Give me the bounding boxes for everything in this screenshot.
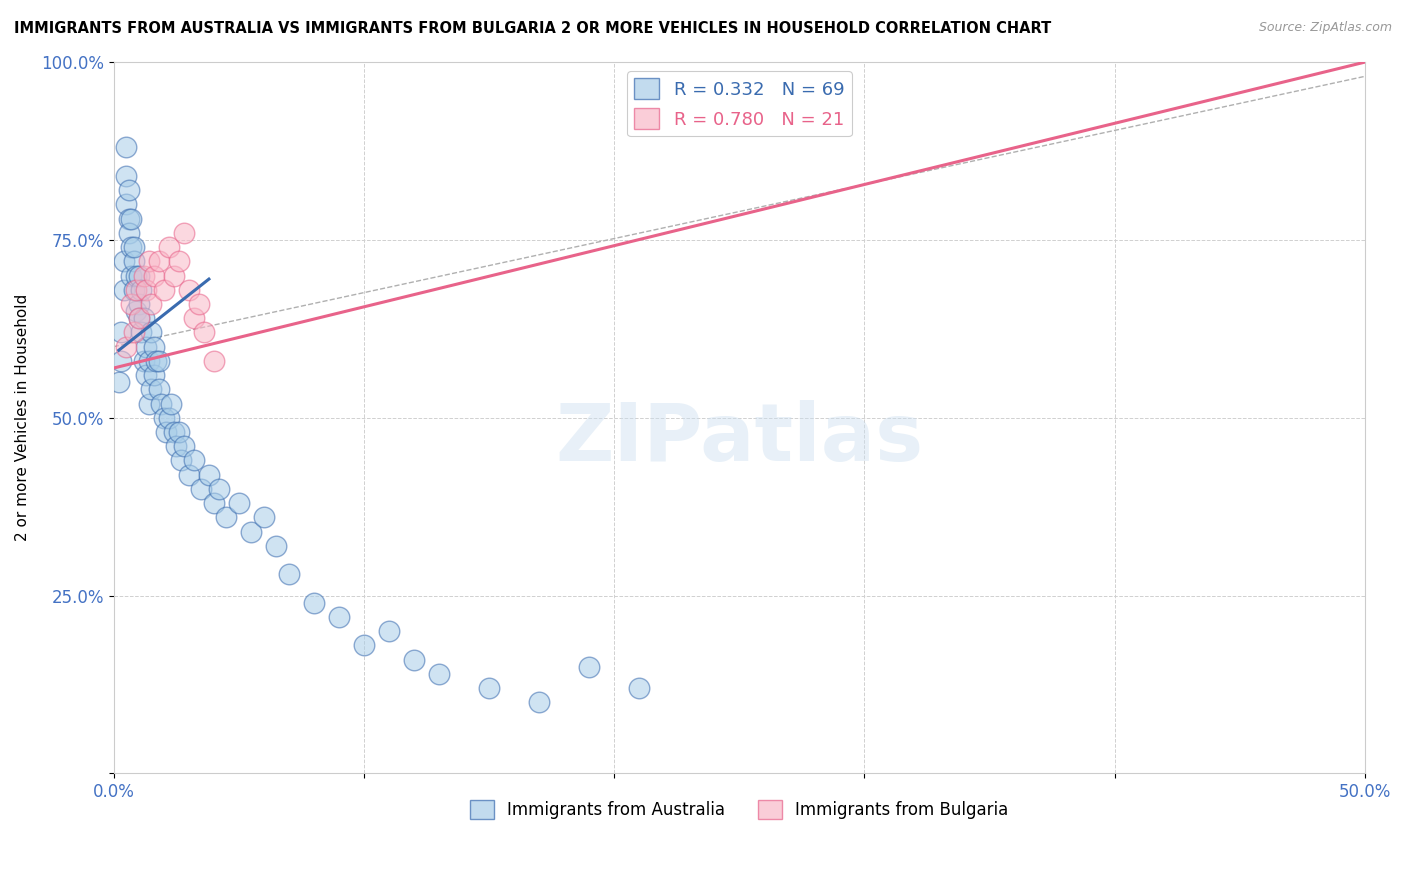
Point	[160, 396, 183, 410]
Point	[208, 482, 231, 496]
Point	[122, 283, 145, 297]
Point	[115, 169, 138, 183]
Point	[122, 240, 145, 254]
Point	[163, 425, 186, 439]
Point	[353, 639, 375, 653]
Point	[142, 340, 165, 354]
Point	[302, 596, 325, 610]
Point	[157, 410, 180, 425]
Point	[183, 453, 205, 467]
Point	[404, 652, 426, 666]
Point	[278, 567, 301, 582]
Point	[115, 140, 138, 154]
Point	[183, 311, 205, 326]
Point	[138, 354, 160, 368]
Point	[132, 268, 155, 283]
Point	[163, 268, 186, 283]
Point	[141, 326, 163, 340]
Point	[202, 496, 225, 510]
Point	[125, 268, 148, 283]
Point	[135, 283, 157, 297]
Point	[120, 211, 142, 226]
Point	[193, 326, 215, 340]
Point	[131, 283, 153, 297]
Point	[153, 410, 176, 425]
Point	[110, 326, 132, 340]
Point	[125, 283, 148, 297]
Point	[148, 354, 170, 368]
Point	[112, 254, 135, 268]
Point	[132, 311, 155, 326]
Point	[128, 311, 150, 326]
Point	[120, 297, 142, 311]
Point	[122, 326, 145, 340]
Point	[328, 610, 350, 624]
Point	[173, 439, 195, 453]
Point	[228, 496, 250, 510]
Point	[187, 297, 209, 311]
Point	[118, 183, 141, 197]
Point	[112, 283, 135, 297]
Point	[141, 382, 163, 396]
Point	[135, 340, 157, 354]
Point	[110, 354, 132, 368]
Point	[153, 283, 176, 297]
Point	[148, 382, 170, 396]
Point	[128, 268, 150, 283]
Point	[578, 659, 600, 673]
Point	[170, 453, 193, 467]
Point	[155, 425, 177, 439]
Text: IMMIGRANTS FROM AUSTRALIA VS IMMIGRANTS FROM BULGARIA 2 OR MORE VEHICLES IN HOUS: IMMIGRANTS FROM AUSTRALIA VS IMMIGRANTS …	[14, 21, 1052, 36]
Point	[118, 211, 141, 226]
Point	[527, 695, 550, 709]
Point	[173, 226, 195, 240]
Point	[142, 268, 165, 283]
Point	[427, 666, 450, 681]
Point	[145, 354, 167, 368]
Point	[120, 240, 142, 254]
Point	[157, 240, 180, 254]
Point	[177, 467, 200, 482]
Point	[118, 226, 141, 240]
Point	[115, 197, 138, 211]
Point	[125, 304, 148, 318]
Point	[128, 311, 150, 326]
Point	[167, 254, 190, 268]
Point	[138, 254, 160, 268]
Point	[190, 482, 212, 496]
Point	[128, 297, 150, 311]
Point	[240, 524, 263, 539]
Point	[115, 340, 138, 354]
Point	[478, 681, 501, 695]
Point	[177, 283, 200, 297]
Point	[135, 368, 157, 383]
Text: Source: ZipAtlas.com: Source: ZipAtlas.com	[1258, 21, 1392, 34]
Point	[215, 510, 238, 524]
Point	[253, 510, 276, 524]
Point	[131, 326, 153, 340]
Point	[150, 396, 173, 410]
Point	[141, 297, 163, 311]
Point	[122, 254, 145, 268]
Point	[266, 539, 288, 553]
Point	[148, 254, 170, 268]
Y-axis label: 2 or more Vehicles in Household: 2 or more Vehicles in Household	[15, 294, 30, 541]
Point	[108, 375, 131, 389]
Legend: Immigrants from Australia, Immigrants from Bulgaria: Immigrants from Australia, Immigrants fr…	[464, 793, 1015, 826]
Point	[138, 396, 160, 410]
Point	[378, 624, 401, 639]
Point	[167, 425, 190, 439]
Point	[198, 467, 221, 482]
Text: ZIPatlas: ZIPatlas	[555, 401, 924, 478]
Point	[142, 368, 165, 383]
Point	[165, 439, 187, 453]
Point	[202, 354, 225, 368]
Point	[628, 681, 651, 695]
Point	[132, 354, 155, 368]
Point	[120, 268, 142, 283]
